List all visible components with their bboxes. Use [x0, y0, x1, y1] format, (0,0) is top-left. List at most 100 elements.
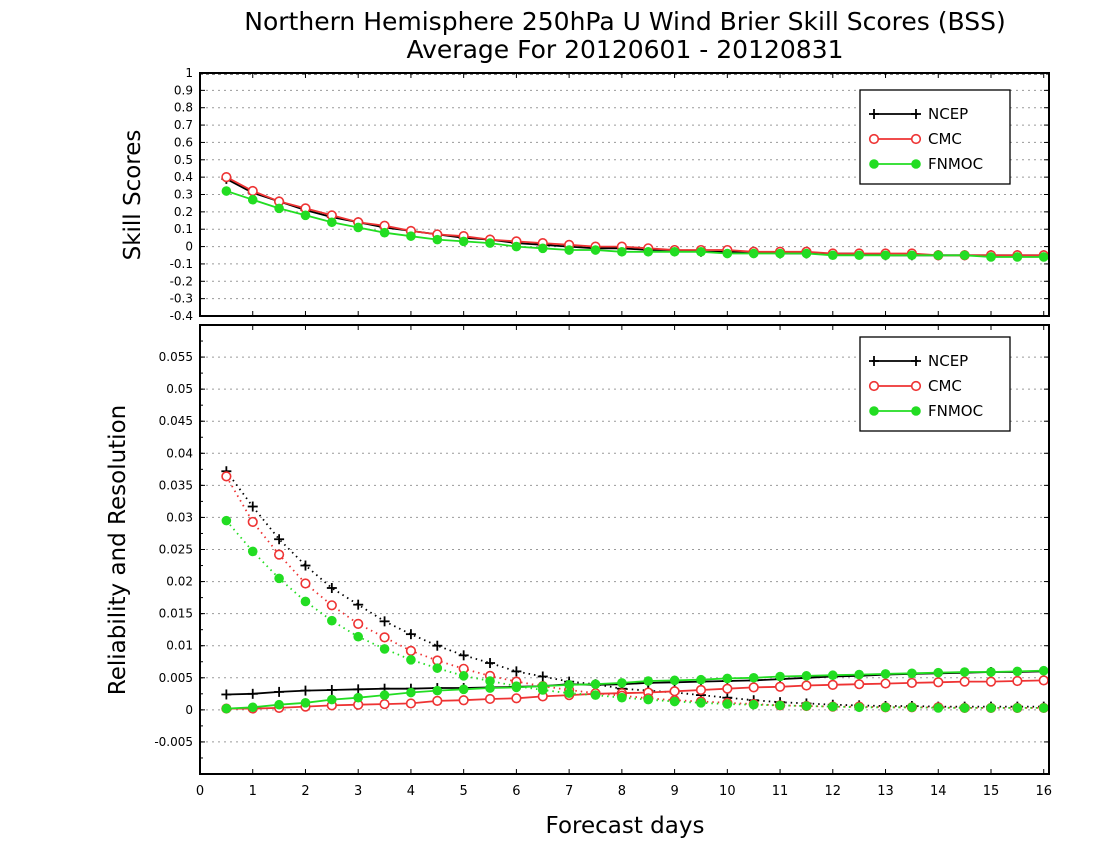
series-ncep-reliability-point: [432, 640, 443, 651]
series-cmc-resolution-point: [959, 676, 970, 687]
series-fnmoc-reliability-point: [669, 696, 680, 707]
ylabel-skill-scores: Skill Scores: [120, 130, 146, 261]
series-fnmoc-resolution-point: [300, 698, 311, 708]
series-fnmoc-resolution-point: [748, 672, 759, 683]
bottom-ytick-label: 0.005: [159, 671, 193, 685]
top-ytick-label: -0.1: [170, 257, 193, 271]
series-fnmoc-reliability-point: [907, 702, 917, 713]
series-cmc-resolution-point: [1038, 675, 1049, 686]
top-frame: [199, 72, 1050, 317]
series-fnmoc-point: [617, 246, 627, 257]
series-fnmoc-resolution-point: [801, 671, 812, 681]
series-ncep-resolution-point: [247, 688, 258, 699]
series-cmc-resolution-point: [511, 693, 522, 704]
series-fnmoc-point: [432, 234, 443, 245]
legend-marker-ncep: [869, 356, 879, 366]
legend-marker-cmc: [910, 380, 922, 392]
xtick-label: 9: [670, 784, 678, 799]
series-cmc-reliability-point: [221, 471, 232, 482]
series-fnmoc-point: [959, 250, 970, 261]
top-ytick-label: 0.3: [174, 188, 193, 202]
series-fnmoc-reliability-point: [485, 676, 495, 686]
series-cmc-resolution-point: [484, 693, 496, 705]
series-fnmoc-point: [247, 194, 258, 205]
series-cmc-resolution-point: [458, 695, 469, 706]
bottom-ytick-label: 0.055: [159, 350, 193, 364]
series-fnmoc-resolution-point: [669, 675, 680, 686]
series-cmc-reliability-point: [273, 549, 285, 560]
series-ncep-reliability-point: [405, 629, 416, 640]
series-fnmoc-reliability-point: [327, 615, 337, 626]
legend-marker-cmc: [868, 133, 880, 145]
bottom-frame: [199, 324, 1050, 775]
top-ytick-label: 0.7: [174, 118, 193, 132]
series-fnmoc-point: [274, 203, 284, 214]
skill-scores-panel: -0.4 -0.3 -0.2 -0.1 0 0.1 0.2 0.3 0.4 0.5 0.6 0.7 0.…: [170, 66, 1050, 323]
ylabel-reliability-resolution: Reliability and Resolution: [105, 405, 131, 695]
series-fnmoc-point: [458, 236, 469, 247]
series-fnmoc-point: [300, 210, 311, 221]
bottom-ytick-label: 0.035: [159, 478, 193, 492]
series-fnmoc-reliability-point: [353, 631, 363, 642]
series-fnmoc-reliability-point: [1012, 703, 1023, 713]
series-fnmoc-point: [327, 217, 337, 228]
top-ytick-label: 0.6: [174, 135, 193, 149]
series-cmc-resolution-point: [854, 679, 865, 690]
series-cmc-resolution-point: [801, 680, 812, 691]
series-fnmoc-resolution-point: [432, 685, 443, 696]
legend-marker-ncep: [911, 109, 921, 119]
series-ncep-resolution-point: [221, 689, 232, 700]
series-cmc-reliability-point: [326, 600, 337, 611]
series-fnmoc-point: [669, 246, 680, 257]
series-fnmoc-reliability-point: [590, 690, 601, 700]
series-fnmoc-reliability-point: [300, 596, 311, 607]
series-fnmoc-point: [933, 250, 944, 261]
series-cmc-resolution-point: [695, 684, 707, 696]
series-fnmoc-reliability-point: [748, 699, 759, 710]
series-ncep-reliability-point: [247, 501, 258, 512]
xtick-label: 10: [719, 784, 736, 799]
series-fnmoc-resolution-point: [221, 703, 232, 714]
series-fnmoc-resolution-point: [564, 680, 574, 690]
series-fnmoc-point: [696, 246, 706, 257]
series-cmc-resolution-point: [1012, 675, 1023, 687]
series-fnmoc-reliability-point: [617, 692, 627, 703]
legend-label-fnmoc: FNMOC: [928, 155, 983, 173]
series-fnmoc-point: [1038, 252, 1049, 262]
legend-marker-ncep: [911, 356, 921, 366]
legend-marker-fnmoc: [869, 159, 879, 169]
legend-marker-cmc: [910, 133, 922, 145]
series-fnmoc-resolution-point: [379, 690, 390, 700]
series-cmc-resolution-point: [379, 698, 390, 710]
series-fnmoc-resolution-point: [274, 699, 284, 710]
series-fnmoc-resolution-point: [327, 694, 337, 705]
series-fnmoc-resolution-point: [1012, 666, 1023, 677]
series-cmc-point: [247, 185, 258, 197]
series-ncep-reliability-point: [458, 650, 469, 661]
series-fnmoc-resolution-point: [406, 687, 416, 698]
xtick-label: 16: [1035, 784, 1052, 799]
series-fnmoc-reliability-point: [564, 688, 574, 698]
bottom-ytick-label: 0.025: [159, 543, 193, 557]
series-cmc-resolution-point: [722, 683, 733, 694]
top-ytick-label: 0: [185, 240, 193, 254]
series-fnmoc-reliability-point: [247, 546, 258, 557]
series-fnmoc-resolution-point: [458, 684, 469, 695]
top-ytick-label: 0.4: [174, 170, 193, 184]
series-fnmoc-resolution-point: [854, 669, 864, 680]
series-ncep-resolution-point: [300, 685, 311, 696]
bottom-ytick-label: 0.03: [166, 510, 193, 524]
series-fnmoc-reliability-line: [225, 520, 1044, 709]
series-fnmoc-reliability-point: [801, 701, 812, 711]
series-cmc-resolution-line: [226, 679, 1044, 710]
series-fnmoc-reliability-point: [643, 694, 654, 705]
xtick-label: 2: [301, 784, 309, 799]
legend-label-ncep: NCEP: [928, 352, 968, 370]
top-ytick-label: -0.2: [170, 274, 193, 288]
bottom-ytick-label: 0.05: [166, 382, 193, 396]
bottom-ytick-label: -0.005: [154, 735, 193, 749]
series-fnmoc-reliability-point: [880, 702, 891, 713]
series-fnmoc-resolution-point: [959, 667, 970, 677]
bottom-ytick-label: 0.04: [166, 446, 193, 460]
